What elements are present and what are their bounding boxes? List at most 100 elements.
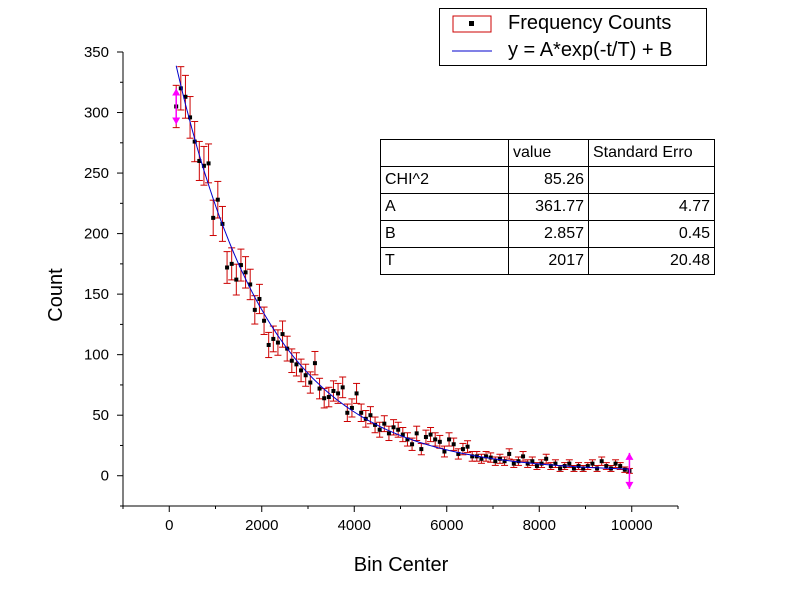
- data-point: [622, 467, 627, 472]
- fit-curve-group: [175, 65, 630, 470]
- x-tick-label: 6000: [430, 517, 463, 534]
- table-cell: 2017: [508, 247, 589, 275]
- data-point: [386, 431, 391, 436]
- y-tick-label: 100: [84, 347, 109, 364]
- data-point: [595, 466, 600, 471]
- data-point: [581, 466, 586, 471]
- data-point: [530, 459, 535, 464]
- data-point: [289, 358, 294, 363]
- data-point: [423, 434, 428, 439]
- data-point: [442, 449, 447, 454]
- axes: 0 50 100 150 200 250 300 350 0 2000 4000 6000 8000 10…: [84, 44, 679, 534]
- table-row: A 361.77 4.77: [380, 193, 715, 221]
- data-point: [410, 442, 415, 447]
- data-point: [590, 461, 595, 466]
- data-point: [433, 437, 438, 442]
- data-point: [571, 466, 576, 471]
- table-cell: CHI^2: [380, 166, 509, 194]
- data-point: [428, 432, 433, 437]
- data-point: [280, 332, 285, 337]
- data-point: [312, 361, 317, 366]
- data-point: [294, 362, 299, 367]
- data-point: [252, 307, 257, 312]
- data-point: [618, 464, 623, 469]
- data-point: [359, 410, 364, 415]
- fit-curve: [175, 65, 630, 470]
- legend-item-fit: y = A*exp(-t/T) + B: [440, 38, 706, 64]
- table-cell: [588, 166, 715, 194]
- data-point: [405, 437, 410, 442]
- table-cell: 85.26: [508, 166, 589, 194]
- y-axis-label: Count: [45, 268, 67, 322]
- data-point: [576, 464, 581, 469]
- table-cell: 20.48: [588, 247, 715, 275]
- data-point: [525, 461, 530, 466]
- data-point: [613, 461, 618, 466]
- data-point: [484, 454, 489, 459]
- y-tick-label: 300: [84, 105, 109, 122]
- data-point: [511, 461, 516, 466]
- data-point: [553, 461, 558, 466]
- data-point: [257, 296, 262, 301]
- range-marker-arrow: [172, 117, 181, 125]
- x-tick-label: 0: [165, 517, 173, 534]
- data-point: [396, 427, 401, 432]
- y-tick-label: 0: [101, 468, 109, 485]
- data-point: [414, 431, 419, 436]
- data-point: [516, 459, 521, 464]
- data-point: [271, 336, 276, 341]
- data-point: [507, 451, 512, 456]
- y-tick-label: 50: [92, 407, 109, 424]
- legend-label: y = A*exp(-t/T) + B: [508, 39, 673, 61]
- data-point: [354, 391, 359, 396]
- data-point: [266, 342, 271, 347]
- table-cell: B: [380, 220, 509, 248]
- data-point: [262, 318, 267, 323]
- data-point: [470, 454, 475, 459]
- data-point: [419, 447, 424, 452]
- data-point: [322, 396, 327, 401]
- data-point: [215, 197, 220, 202]
- y-tick-label: 350: [84, 44, 109, 61]
- data-point: [238, 263, 243, 268]
- data-point: [604, 464, 609, 469]
- x-axis-label: Bin Center: [354, 554, 449, 576]
- data-point: [229, 261, 234, 266]
- y-tick-label: 150: [84, 286, 109, 303]
- x-tick-label: 10000: [611, 517, 653, 534]
- data-point: [349, 405, 354, 410]
- legend: Frequency Counts y = A*exp(-t/T) + B: [439, 8, 707, 66]
- data-point: [234, 277, 239, 282]
- data-point: [437, 439, 442, 444]
- table-row: CHI^2 85.26: [380, 166, 715, 194]
- data-point: [336, 391, 341, 396]
- range-marker-arrow: [172, 88, 181, 96]
- data-point: [345, 410, 350, 415]
- data-point: [201, 163, 206, 168]
- data-point: [183, 94, 188, 99]
- data-point: [447, 437, 452, 442]
- table-row: T 2017 20.48: [380, 247, 715, 275]
- data-point: [340, 385, 345, 390]
- data-point: [248, 282, 253, 287]
- range-marker-arrow: [625, 481, 634, 489]
- legend-label: Frequency Counts: [508, 12, 672, 34]
- data-point: [544, 456, 549, 461]
- data-point: [303, 373, 308, 378]
- legend-swatch-points: [452, 15, 492, 33]
- data-point: [451, 442, 456, 447]
- data-point: [373, 422, 378, 427]
- range-marker-arrow: [625, 452, 634, 460]
- data-point: [502, 459, 507, 464]
- legend-item-frequency-counts: Frequency Counts: [440, 11, 706, 37]
- data-point: [456, 451, 461, 456]
- data-point: [534, 464, 539, 469]
- data-point: [460, 447, 465, 452]
- data-point: [308, 380, 313, 385]
- data-point: [400, 432, 405, 437]
- table-cell: T: [380, 247, 509, 275]
- y-tick-label: 200: [84, 226, 109, 243]
- data-point: [567, 461, 572, 466]
- table-cell: 2.857: [508, 220, 589, 248]
